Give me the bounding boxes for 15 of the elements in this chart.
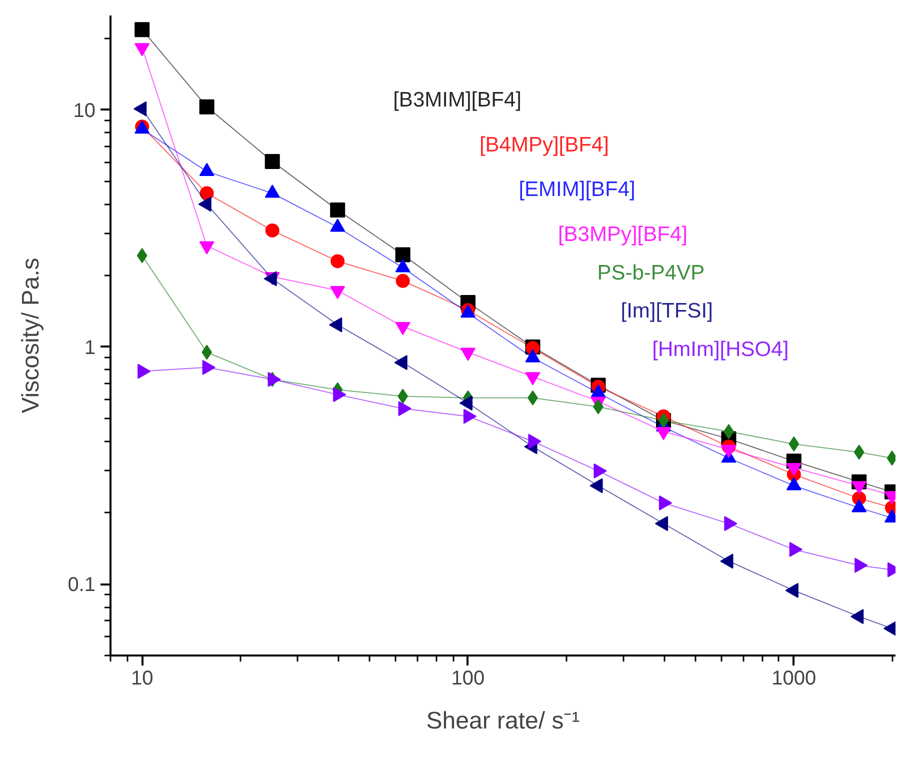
text: [B3MPy][BF4] xyxy=(558,222,688,246)
y-tick-label: 1 xyxy=(84,336,96,359)
text: PS-b-P4VP xyxy=(597,261,705,284)
x-tick-label: 100 xyxy=(451,668,485,690)
y-tick-label: 10 xyxy=(73,100,96,122)
x-tick-label: 10 xyxy=(130,668,154,690)
text: [B3MIM][BF4] xyxy=(393,88,522,112)
text: [B4MPy][BF4] xyxy=(479,133,609,156)
x-tick-label: 1000 xyxy=(772,668,816,690)
text: [HmIm][HSO4] xyxy=(652,338,789,362)
text: [EMIM][BF4] xyxy=(518,178,636,202)
y-tick-label: 0.1 xyxy=(68,574,96,596)
text: [Im][TFSI] xyxy=(620,300,713,323)
y-axis-title: Viscosity/ Pa.s xyxy=(18,258,45,414)
x-axis-title: Shear rate/ s⁻¹ xyxy=(426,708,580,734)
